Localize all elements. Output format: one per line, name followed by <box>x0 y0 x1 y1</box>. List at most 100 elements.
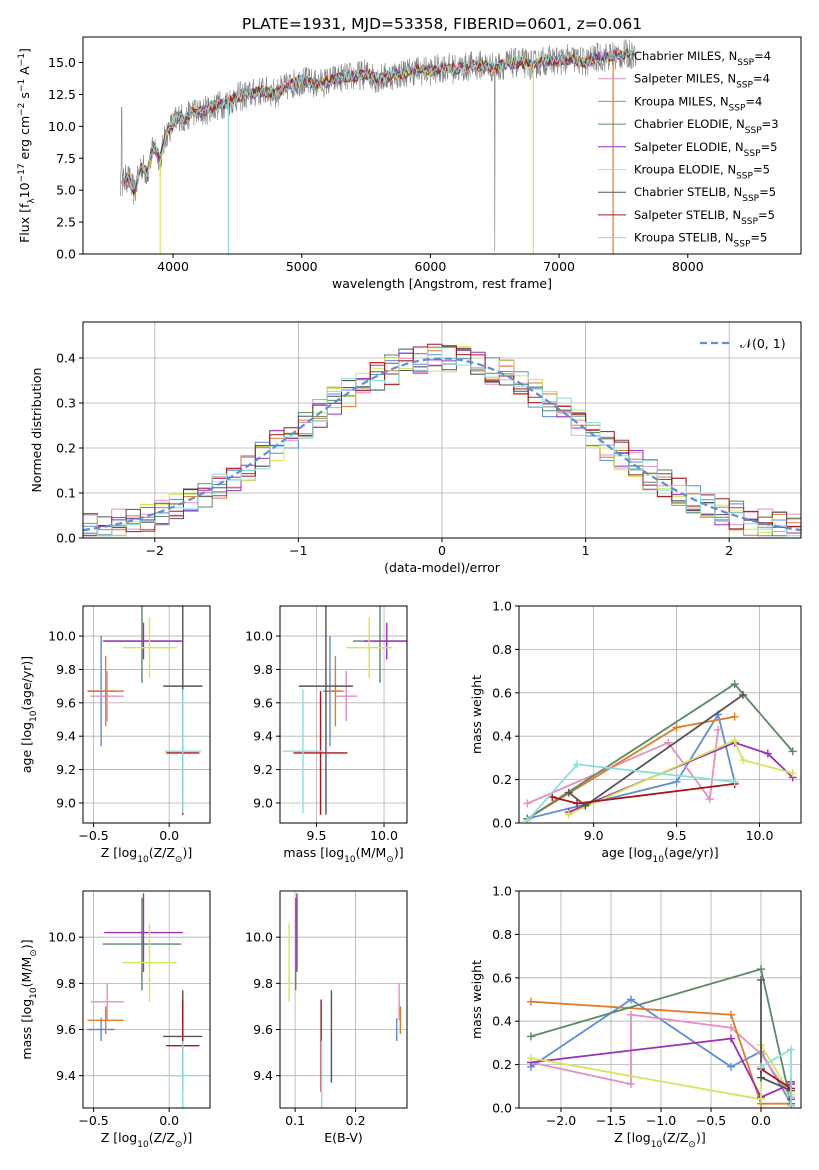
weight-point-marker <box>564 810 573 819</box>
x-tick-label: 0.0 <box>159 1113 179 1128</box>
y-tick-label: 1.0 <box>492 599 512 614</box>
label-part: ] <box>17 48 32 53</box>
label-part: (Z/Z <box>662 1130 688 1145</box>
label-part: Kroupa STELIB, N <box>634 231 734 245</box>
weight-vs-age-panel: 9.0 9.5 10.0 0.0 0.2 0.4 0.6 0.8 1.0 age [log10(a… <box>469 599 802 865</box>
x-tick-label: −0.5 <box>696 1113 726 1128</box>
label-part: )] <box>696 1130 706 1145</box>
legend-entry: 𝒩(0, 1) <box>740 336 786 351</box>
weight-point-marker <box>757 1095 765 1104</box>
weight-point-marker <box>788 747 797 756</box>
weight-point-marker <box>730 712 739 721</box>
x-axis-label: Z [log10(Z/Z⊙)] <box>101 1130 192 1150</box>
y-tick-label: 0.8 <box>492 642 512 657</box>
legend-entry: Chabrier ELODIE, NSSP=3 <box>634 117 779 136</box>
weight-point-marker <box>523 799 532 808</box>
y-tick-label: 0.2 <box>492 1057 512 1072</box>
weight-point-marker <box>763 749 772 758</box>
label-part: 10 <box>17 182 32 198</box>
age-vs-mass-panel: 9.5 10.0 9.0 9.2 9.4 9.6 9.8 10.0 mass [log10(M/… <box>245 605 408 865</box>
weight-point-marker <box>564 788 573 797</box>
label-part: wavelength [Angstrom, rest frame] <box>332 276 552 291</box>
y-tick-label: 9.4 <box>253 1068 273 1083</box>
label-part: 10 <box>29 710 39 722</box>
label-part: Z [log <box>614 1130 650 1145</box>
legend-entry: Kroupa ELODIE, NSSP=5 <box>634 163 770 182</box>
histogram-step <box>83 346 801 537</box>
histogram-step <box>83 347 801 537</box>
y-tick-label: 9.6 <box>253 695 273 710</box>
residuals-histogram-panel: −2 −1 0 1 2 0.0 0.1 0.2 0.3 0.4 𝒩(0, 1) (data-model… <box>29 321 802 575</box>
label-part: ⊙ <box>386 855 394 865</box>
label-part: (age/yr)] <box>19 656 34 711</box>
grid-lines <box>83 891 210 1108</box>
weight-point-marker <box>573 799 582 808</box>
weight-point-marker <box>730 777 739 786</box>
x-tick-label: −1 <box>289 543 307 558</box>
axes-frame <box>518 890 802 1109</box>
plot-area <box>282 606 407 815</box>
label-part: Chabrier MILES, N <box>634 49 737 63</box>
y-tick-label: 0.1 <box>56 486 76 501</box>
label-part: =3 <box>762 117 779 131</box>
x-tick-label: 0 <box>438 543 446 558</box>
x-tick-label: 9.5 <box>307 828 327 843</box>
age-vs-metallicity-panel: −0.5 0.09.09.29.49.69.810.0Z [log10(Z/Z⊙)… <box>19 605 211 865</box>
weight-point-marker <box>664 738 673 747</box>
y-axis-label: mass weight <box>469 960 484 1039</box>
x-axis-label: wavelength [Angstrom, rest frame] <box>332 276 552 291</box>
x-tick-label: 9.5 <box>667 828 687 843</box>
label-part: )] <box>182 845 192 860</box>
x-axis-label: E(B-V) <box>324 1130 363 1145</box>
label-part: (M/M <box>356 845 387 860</box>
axes: 0.1 0.2 9.4 9.6 9.8 10.0 <box>245 890 408 1128</box>
weight-point-marker <box>757 1062 765 1071</box>
label-part: mass weight <box>469 675 484 754</box>
axes: −0.5 0.0 9.0 9.2 9.4 9.6 9.8 10.0 <box>48 605 211 843</box>
y-tick-label: 0.0 <box>492 816 512 831</box>
weight-point-marker <box>627 1080 635 1089</box>
label-part: E(B-V) <box>324 1130 363 1145</box>
y-tick-label: 2.5 <box>56 215 76 230</box>
weight-point-marker <box>527 1032 535 1041</box>
axes-frame <box>279 890 408 1109</box>
weight-point-marker <box>627 995 635 1004</box>
label-part: (data-model)/error <box>384 560 501 575</box>
label-part: 10 <box>137 1140 149 1150</box>
x-tick-label: 0.0 <box>751 1113 771 1128</box>
label-part: −17 <box>17 163 27 182</box>
x-tick-label: −1.5 <box>596 1113 626 1128</box>
legend-entry: Kroupa MILES, NSSP=4 <box>634 94 762 113</box>
label-part: ⊙ <box>175 1140 183 1150</box>
weight-point-marker <box>527 1054 535 1063</box>
x-tick-label: 10.0 <box>746 828 774 843</box>
label-part: Normed distribution <box>29 368 44 493</box>
x-tick-label: 7000 <box>543 259 575 274</box>
axes-frame <box>279 605 408 824</box>
grid-lines <box>280 606 407 823</box>
label-part: −2 <box>17 103 27 116</box>
label-part: Kroupa MILES, N <box>634 94 729 108</box>
mass-vs-extinction-panel: 0.1 0.2 9.4 9.6 9.8 10.0 E(B-V) <box>245 890 408 1145</box>
label-part: SSP <box>729 103 746 113</box>
weight-vs-metallicity-panel: −2.0 −1.5 −1.0 −0.5 0.0 0.0 0.2 0.4 0.6 0.8 1.0 Z [… <box>469 884 802 1150</box>
axes-frame <box>82 36 802 255</box>
label-part: ⊙ <box>688 1140 696 1150</box>
y-tick-label: 9.4 <box>253 729 273 744</box>
y-tick-label: 0.4 <box>492 729 512 744</box>
x-tick-label: 9.0 <box>584 828 604 843</box>
axes: −0.5 0.0 9.4 9.6 9.8 10.0 <box>48 890 211 1128</box>
label-part: mass [log <box>283 845 344 860</box>
x-tick-label: 0.0 <box>159 828 179 843</box>
y-tick-label: 9.0 <box>253 795 273 810</box>
label-part: SSP <box>744 149 761 159</box>
y-tick-label: 10.0 <box>245 629 273 644</box>
label-part: )] <box>394 845 404 860</box>
label-part: Salpeter ELODIE, N <box>634 140 744 154</box>
y-tick-label: 0.0 <box>56 531 76 546</box>
weight-point-marker <box>757 965 765 974</box>
label-part: =5 <box>759 185 776 199</box>
y-tick-label: 0.4 <box>56 351 76 366</box>
